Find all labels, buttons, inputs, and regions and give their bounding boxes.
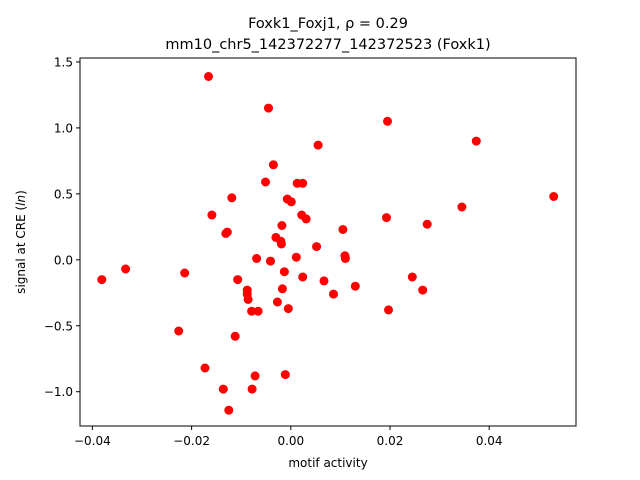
data-point-47 [338,225,348,234]
data-point-49 [340,254,350,263]
plot-frame [79,57,577,427]
x-tick-label: −0.04 [74,434,111,448]
data-point-18 [247,384,257,394]
data-point-37 [291,252,301,262]
data-point-30 [277,221,287,230]
y-tick-label: 1.5 [54,55,73,69]
data-point-22 [261,177,270,187]
data-point-32 [279,267,289,277]
data-point-24 [266,256,275,266]
data-point-56 [422,219,432,229]
data-point-3 [174,326,184,336]
data-point-1 [121,264,131,274]
data-point-11 [227,193,237,203]
y-axis-label: signal at CRE (ln) [14,190,28,294]
data-point-50 [350,281,360,291]
data-point-52 [383,116,392,126]
data-point-29 [276,239,286,249]
data-point-12 [230,331,240,341]
data-point-5 [204,72,213,81]
y-axis-ticks: −1.0 −0.5 0.0 0.5 1.0 1.5 [44,55,80,399]
data-point-6 [207,210,217,220]
chart-title-line1: Foxk1_Foxj1, ρ = 0.29 [248,16,408,32]
data-point-9 [222,227,232,237]
y-tick-label: −1.0 [44,385,73,399]
y-tick-label: 0.0 [54,253,73,267]
data-point-51 [382,213,391,223]
data-point-33 [280,370,290,380]
data-point-35 [283,304,293,314]
data-point-36 [286,197,296,207]
data-point-16 [243,294,253,304]
data-point-19 [250,371,260,381]
data-point-27 [272,297,282,307]
y-tick-label: 1.0 [54,121,73,135]
data-point-25 [268,160,278,170]
data-point-40 [298,178,308,188]
data-point-58 [471,136,481,146]
x-tick-label: −0.02 [173,434,210,448]
data-point-44 [313,140,323,150]
data-point-57 [457,202,467,212]
data-point-4 [200,363,210,373]
data-point-55 [418,285,428,295]
chart-title-line2: mm10_chr5_142372277_142372523 (Foxk1) [165,37,490,53]
data-point-45 [319,276,329,286]
data-point-2 [180,268,190,278]
x-tick-label: 0.04 [476,434,503,448]
y-tick-label: −0.5 [44,319,73,333]
data-point-42 [301,214,311,224]
data-point-21 [253,306,263,316]
data-point-41 [298,272,308,282]
x-tick-label: 0.02 [377,434,404,448]
x-axis-label: motif activity [288,456,367,470]
data-point-54 [407,272,417,282]
x-axis-ticks: −0.04 −0.02 0.00 0.02 0.04 [74,426,503,448]
data-point-10 [224,405,234,415]
data-point-17 [247,306,257,316]
x-tick-label: 0.00 [277,434,304,448]
points-layer [97,72,559,415]
y-tick-label: 0.5 [54,187,73,201]
data-point-59 [549,192,559,201]
data-point-7 [218,384,228,394]
data-point-53 [384,305,393,315]
data-point-46 [329,289,338,299]
data-point-20 [252,254,262,263]
data-point-13 [233,275,243,285]
data-point-23 [264,103,273,113]
data-point-0 [97,275,107,285]
data-point-31 [277,284,287,294]
data-point-43 [312,242,322,252]
